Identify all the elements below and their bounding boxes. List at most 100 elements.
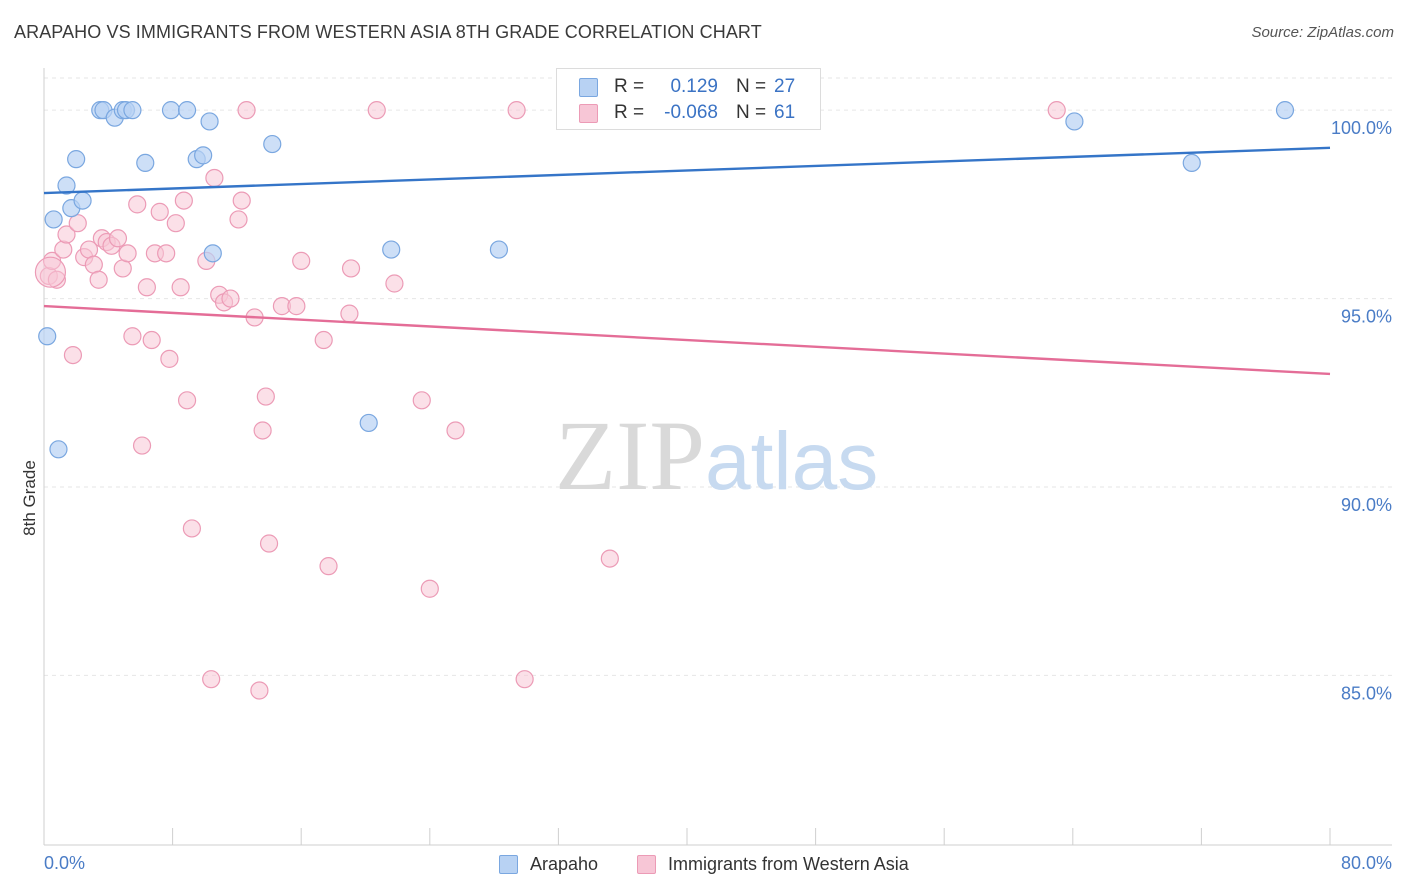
immigrants-point [166,214,185,233]
immigrants-point [292,251,311,270]
immigrants-point [54,240,73,259]
immigrants-point [507,101,526,120]
immigrants-point [319,557,338,576]
immigrants-point [171,278,190,297]
immigrants-swatch [579,103,598,123]
immigrants-point [412,391,431,410]
r-label: R = [614,102,645,123]
arapaho-point [1065,112,1084,131]
arapaho-point [203,244,222,263]
immigrants-point [157,244,176,263]
arapaho-point [1275,101,1295,120]
arapaho-point [177,101,197,120]
series-immigrants-from-western-asia [34,101,1066,700]
arapaho-point [123,101,142,120]
x-tick-label: 80.0% [1341,853,1392,873]
immigrants-point [174,191,193,210]
chart-title: ARAPAHO VS IMMIGRANTS FROM WESTERN ASIA … [14,22,762,42]
trend-lines [43,146,1331,376]
arapaho-point [44,210,63,229]
immigrants-point [118,244,137,263]
immigrants-point [420,579,439,598]
immigrants-point [128,195,147,214]
immigrants-point [123,327,142,346]
legend-arapaho-label: Arapaho [530,853,599,874]
immigrants-point [113,259,132,278]
correlation-stats-box: R = 0.129 N = 27 R = -0.068 N = 61 [556,68,821,130]
arapaho-swatch [579,77,598,97]
immigrants-point [1047,101,1066,120]
immigrants-point [250,681,269,700]
arapaho-point [73,191,92,210]
immigrants-point [287,297,306,316]
immigrants-point [229,210,248,229]
legend-immigrants-label: Immigrants from Western Asia [668,853,909,874]
n-value: 61 [774,102,796,123]
arapaho-point [489,240,509,259]
arapaho-point [263,134,282,154]
arapaho-point [57,176,76,195]
immigrants-point [150,202,169,221]
immigrants-point [256,387,275,406]
immigrants-point [515,670,534,689]
arapaho-point [67,150,86,169]
y-tick-label: 90.0% [1341,495,1392,515]
axes [43,68,1392,846]
x-tick-label: 0.0% [44,853,85,873]
n-label: N = [736,76,767,97]
legend-item-immigrants: Immigrants from Western Asia [637,852,909,876]
arapaho-point [194,146,213,165]
immigrants-point [221,289,240,308]
source-label: Source: ZipAtlas.com [1251,24,1394,41]
arapaho-point [49,440,68,459]
y-tick-label: 100.0% [1331,118,1392,138]
arapaho-point [359,413,378,433]
arapaho-point [1182,153,1201,173]
immigrants-point [142,330,161,350]
y-axis-title: 8th Grade [20,460,39,536]
stats-row-immigrants: R = -0.068 N = 61 [579,100,804,126]
immigrants-point [232,191,251,210]
immigrants-point [446,421,465,440]
r-value: -0.068 [664,102,718,123]
immigrants-point [385,274,404,293]
immigrants-point [160,349,179,368]
immigrants-point [340,304,359,323]
arapaho-point [161,101,181,120]
immigrants-point [137,278,156,297]
n-value: 27 [774,76,796,97]
immigrants-point [367,101,386,120]
immigrants-point [177,391,197,410]
immigrants-point [132,436,152,455]
series-arapaho [38,101,1295,459]
immigrants-trend-line [43,304,1331,376]
r-label: R = [614,76,645,97]
y-axis-title-wrap: 8th Grade [18,400,42,600]
r-value: 0.129 [670,76,718,97]
legend-arapaho-swatch [499,854,518,874]
immigrants-point [259,534,279,553]
immigrants-point [84,255,103,274]
immigrants-point [182,519,201,538]
legend-item-arapaho: Arapaho [499,852,598,876]
arapaho-point [38,327,57,346]
immigrants-point [34,256,67,288]
n-label: N = [736,102,767,123]
arapaho-trend-line [43,146,1331,195]
immigrants-point [202,670,221,689]
arapaho-point [382,240,401,259]
immigrants-point [600,549,619,568]
immigrants-point [89,270,108,289]
y-tick-label: 95.0% [1341,307,1392,327]
arapaho-point [136,153,155,173]
immigrants-point [68,214,87,233]
immigrants-point [205,168,224,188]
stats-row-arapaho: R = 0.129 N = 27 [579,74,804,100]
legend-immigrants-swatch [637,854,656,874]
immigrants-point [57,225,76,244]
tick-labels: 85.0% 90.0% 95.0% 100.0% 0.0% 80.0% [44,118,1392,873]
y-tick-label: 85.0% [1341,683,1392,703]
immigrants-point [314,330,333,350]
immigrants-point [237,101,256,120]
